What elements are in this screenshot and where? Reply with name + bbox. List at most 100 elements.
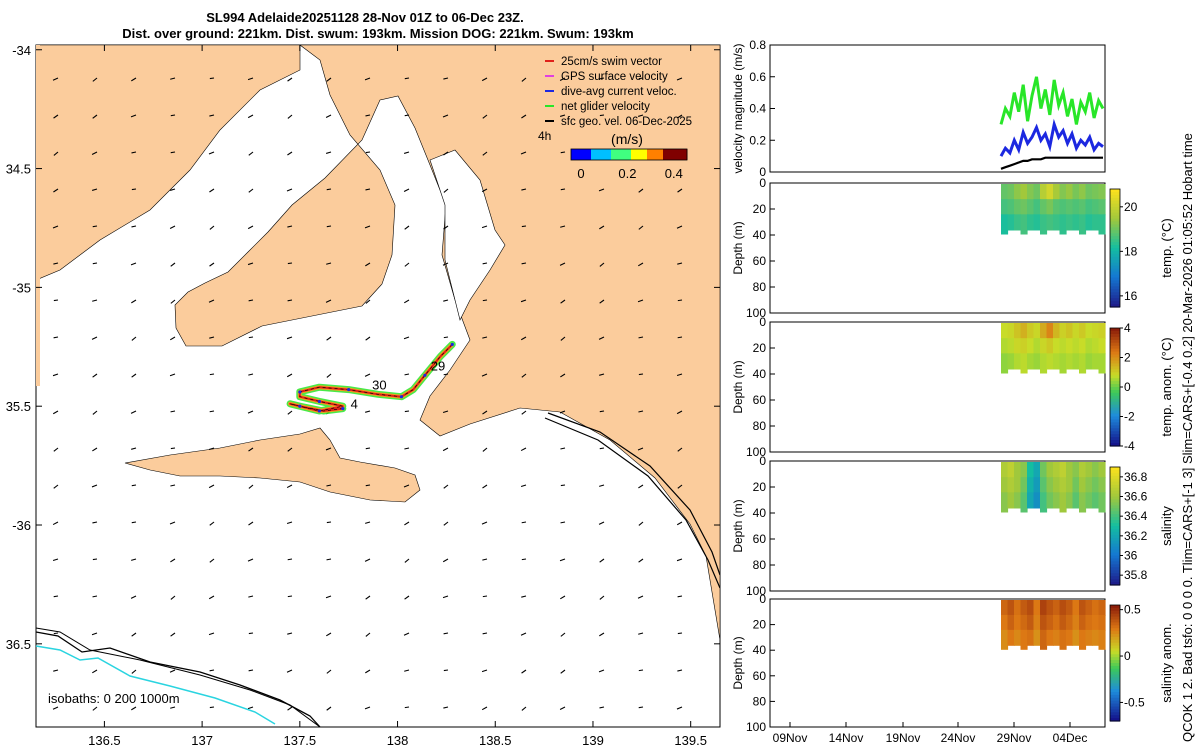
section-y-tick-label: 80: [753, 419, 767, 433]
current-vector: [521, 373, 527, 378]
section-colorbar-cell: [1110, 431, 1120, 435]
section-cell: [1092, 462, 1100, 479]
section-colorbar-cell: [1110, 236, 1120, 240]
current-vector: [403, 336, 410, 340]
current-vector: [677, 447, 683, 452]
current-vector: [404, 595, 410, 600]
section-cell: [1040, 614, 1048, 631]
section-colorbar-cell: [1110, 634, 1120, 638]
current-vector: [404, 225, 410, 230]
section-colorbar-cell: [1110, 469, 1120, 474]
section-colorbar-cell: [1110, 564, 1120, 568]
section-colorbar-cell: [1110, 520, 1120, 524]
map-x-tick-label: 138: [387, 733, 409, 748]
current-vector: [169, 336, 176, 341]
section-colorbar-tick-label: 16: [1124, 289, 1138, 303]
current-vector: [286, 669, 293, 673]
current-vector: [599, 77, 605, 80]
map-colorbar: (m/s) 0 0.2 0.4: [570, 131, 688, 181]
current-vector: [208, 299, 215, 303]
section-cell: [1027, 614, 1035, 631]
current-vector: [443, 151, 449, 156]
current-vector: [170, 262, 176, 267]
section-colorbar-cell: [1110, 523, 1120, 527]
section-cell: [1033, 600, 1041, 616]
velocity-series-sfc-geo-vel-: [1000, 156, 1103, 170]
current-vector: [209, 669, 215, 672]
current-vector: [598, 336, 605, 340]
current-vector: [404, 447, 410, 450]
section-cell: [1098, 184, 1106, 201]
current-vector: [92, 706, 98, 711]
current-vector: [247, 558, 254, 562]
current-vector: [365, 521, 371, 524]
current-vector: [599, 595, 605, 600]
current-vector: [677, 188, 683, 193]
section-colorbar-cell: [1110, 389, 1120, 394]
current-vector: [169, 521, 176, 525]
section-y-tick-label: 60: [753, 393, 767, 407]
section-colorbar-cell: [1110, 689, 1120, 693]
section-cell: [1027, 214, 1035, 231]
time-tick-label: 24Nov: [941, 731, 976, 745]
current-vector: [443, 706, 449, 709]
section-cell: [1092, 614, 1100, 631]
current-vector: [52, 77, 59, 81]
section-colorbar-cell: [1110, 301, 1120, 305]
colorbar-cell: [599, 149, 604, 160]
section-cell: [1046, 338, 1054, 355]
section-cell: [1027, 353, 1035, 370]
colorbar-title: (m/s): [611, 131, 643, 147]
current-vector: [481, 669, 488, 673]
current-vector: [131, 632, 137, 637]
current-vector: [443, 336, 449, 339]
section-cell: [1066, 600, 1074, 616]
current-vector: [325, 595, 332, 599]
section-colorbar-cell: [1110, 357, 1120, 362]
current-vector: [442, 262, 449, 266]
current-vector: [247, 77, 254, 81]
section-cell: [1092, 184, 1100, 201]
land-kangaroo-island: [124, 427, 421, 503]
section-cell: [1079, 492, 1087, 513]
section-panel-temperature-section: 0 20 40 60 80 100 Depth (m) 16 18 20 temp. (°C): [731, 176, 1174, 320]
current-vector: [131, 706, 137, 711]
section-cell: [1066, 629, 1074, 646]
section-colorbar-cell: [1110, 289, 1120, 293]
current-vector: [637, 262, 644, 267]
section-colorbar-cell: [1110, 686, 1120, 690]
section-cell: [1085, 214, 1093, 231]
colorbar-tick-label: 0.4: [665, 166, 683, 181]
section-cell: [1014, 462, 1022, 479]
current-vector: [560, 447, 566, 450]
current-vector: [286, 188, 293, 192]
section-colorbar-cell: [1110, 605, 1120, 609]
section-colorbar-cell: [1110, 671, 1120, 676]
section-colorbar-cell: [1110, 395, 1120, 400]
section-y-tick-label: 60: [753, 669, 767, 683]
current-vectors-layer: [52, 77, 683, 711]
current-vector: [325, 151, 332, 154]
track-day-label: 29: [431, 359, 445, 374]
current-vector: [131, 151, 137, 154]
colorbar-cell: [655, 149, 660, 160]
current-vector: [599, 558, 605, 563]
section-cell: [1085, 353, 1093, 370]
current-vector: [52, 521, 59, 526]
section-cell: [1072, 477, 1080, 494]
section-cell: [1007, 614, 1015, 631]
time-tick-label: 14Nov: [829, 731, 864, 745]
section-colorbar-cell: [1110, 407, 1120, 412]
section-colorbar-cell: [1110, 245, 1120, 249]
land-yorke-peninsula: [174, 44, 721, 641]
section-cell: [1098, 492, 1106, 513]
section-colorbar-cell: [1110, 381, 1120, 385]
current-vector: [365, 669, 371, 674]
section-cell: [1007, 492, 1015, 509]
section-cell: [1007, 199, 1015, 216]
section-colorbar-cell: [1110, 511, 1120, 515]
map-x-tick-label: 137.5: [284, 733, 317, 748]
current-vector: [170, 299, 176, 304]
current-vector: [364, 373, 371, 377]
current-vector: [287, 595, 293, 598]
